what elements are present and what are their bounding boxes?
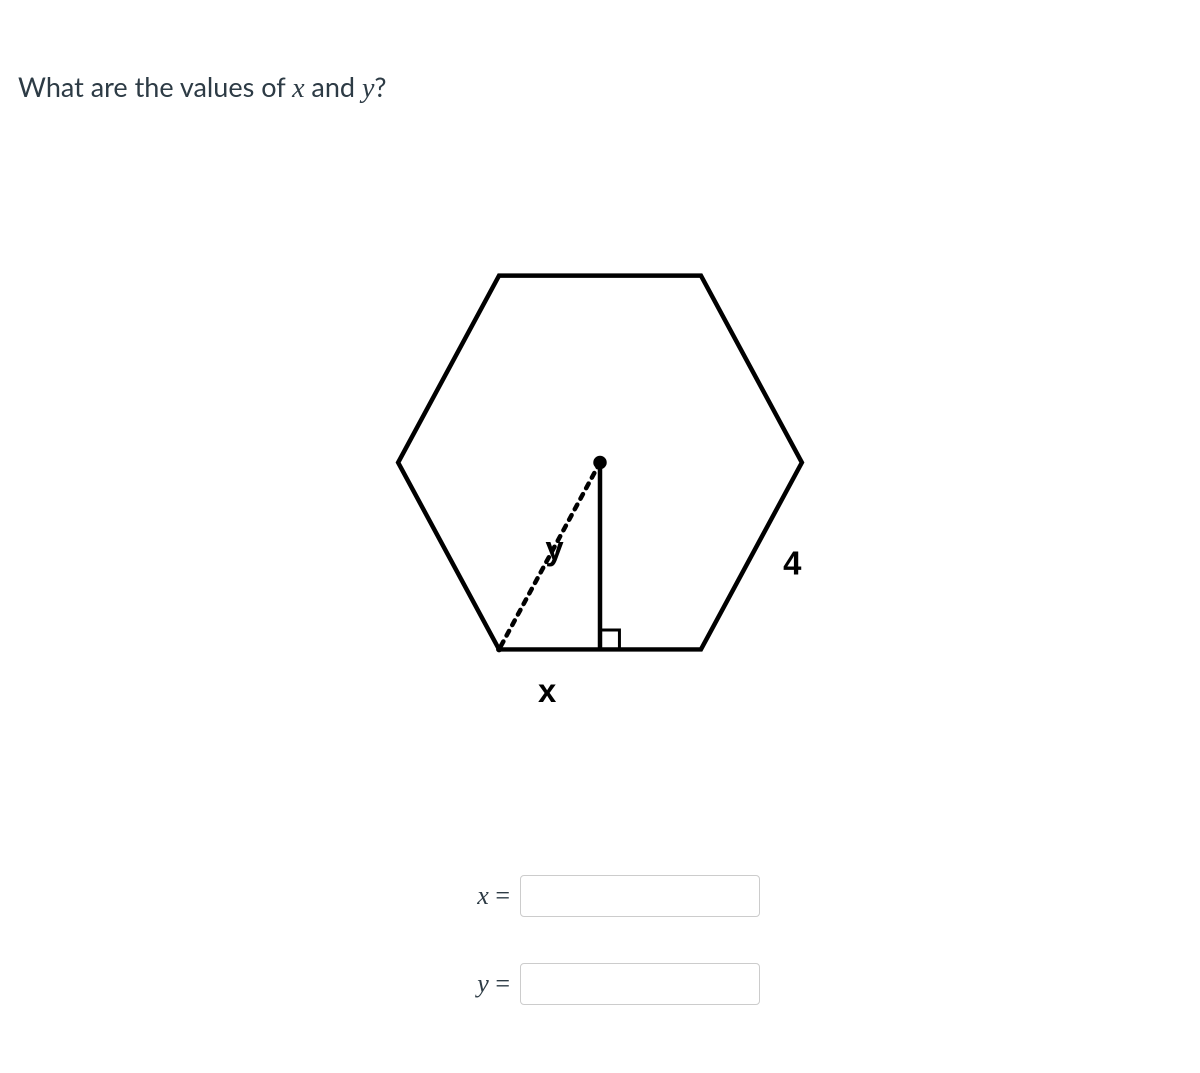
question-prefix: What are the values of (18, 70, 292, 103)
label-y: y (545, 530, 564, 567)
answer-inputs: x = y = (452, 875, 760, 1051)
answer-label-x-var: x (477, 881, 489, 910)
label-side-4: 4 (783, 545, 802, 582)
hexagon-svg: y x 4 (200, 120, 1000, 820)
question-var-y: y (362, 73, 374, 104)
question-suffix: ? (374, 70, 386, 103)
hexagon-diagram: y x 4 (200, 120, 1000, 820)
question-var-x: x (292, 73, 304, 104)
equals-sign: = (495, 969, 510, 998)
question-text: What are the values of x and y? (18, 70, 386, 105)
y-input[interactable] (520, 963, 760, 1005)
answer-label-y-var: y (477, 969, 489, 998)
equals-sign: = (495, 881, 510, 910)
answer-row-y: y = (452, 963, 760, 1005)
answer-label-y: y = (452, 969, 520, 999)
center-point (593, 456, 606, 469)
right-angle-marker (600, 630, 619, 649)
answer-label-x: x = (452, 881, 520, 911)
x-input[interactable] (520, 875, 760, 917)
vertex-dot (496, 646, 502, 652)
answer-row-x: x = (452, 875, 760, 917)
label-x: x (538, 672, 557, 709)
question-mid: and (305, 70, 362, 103)
